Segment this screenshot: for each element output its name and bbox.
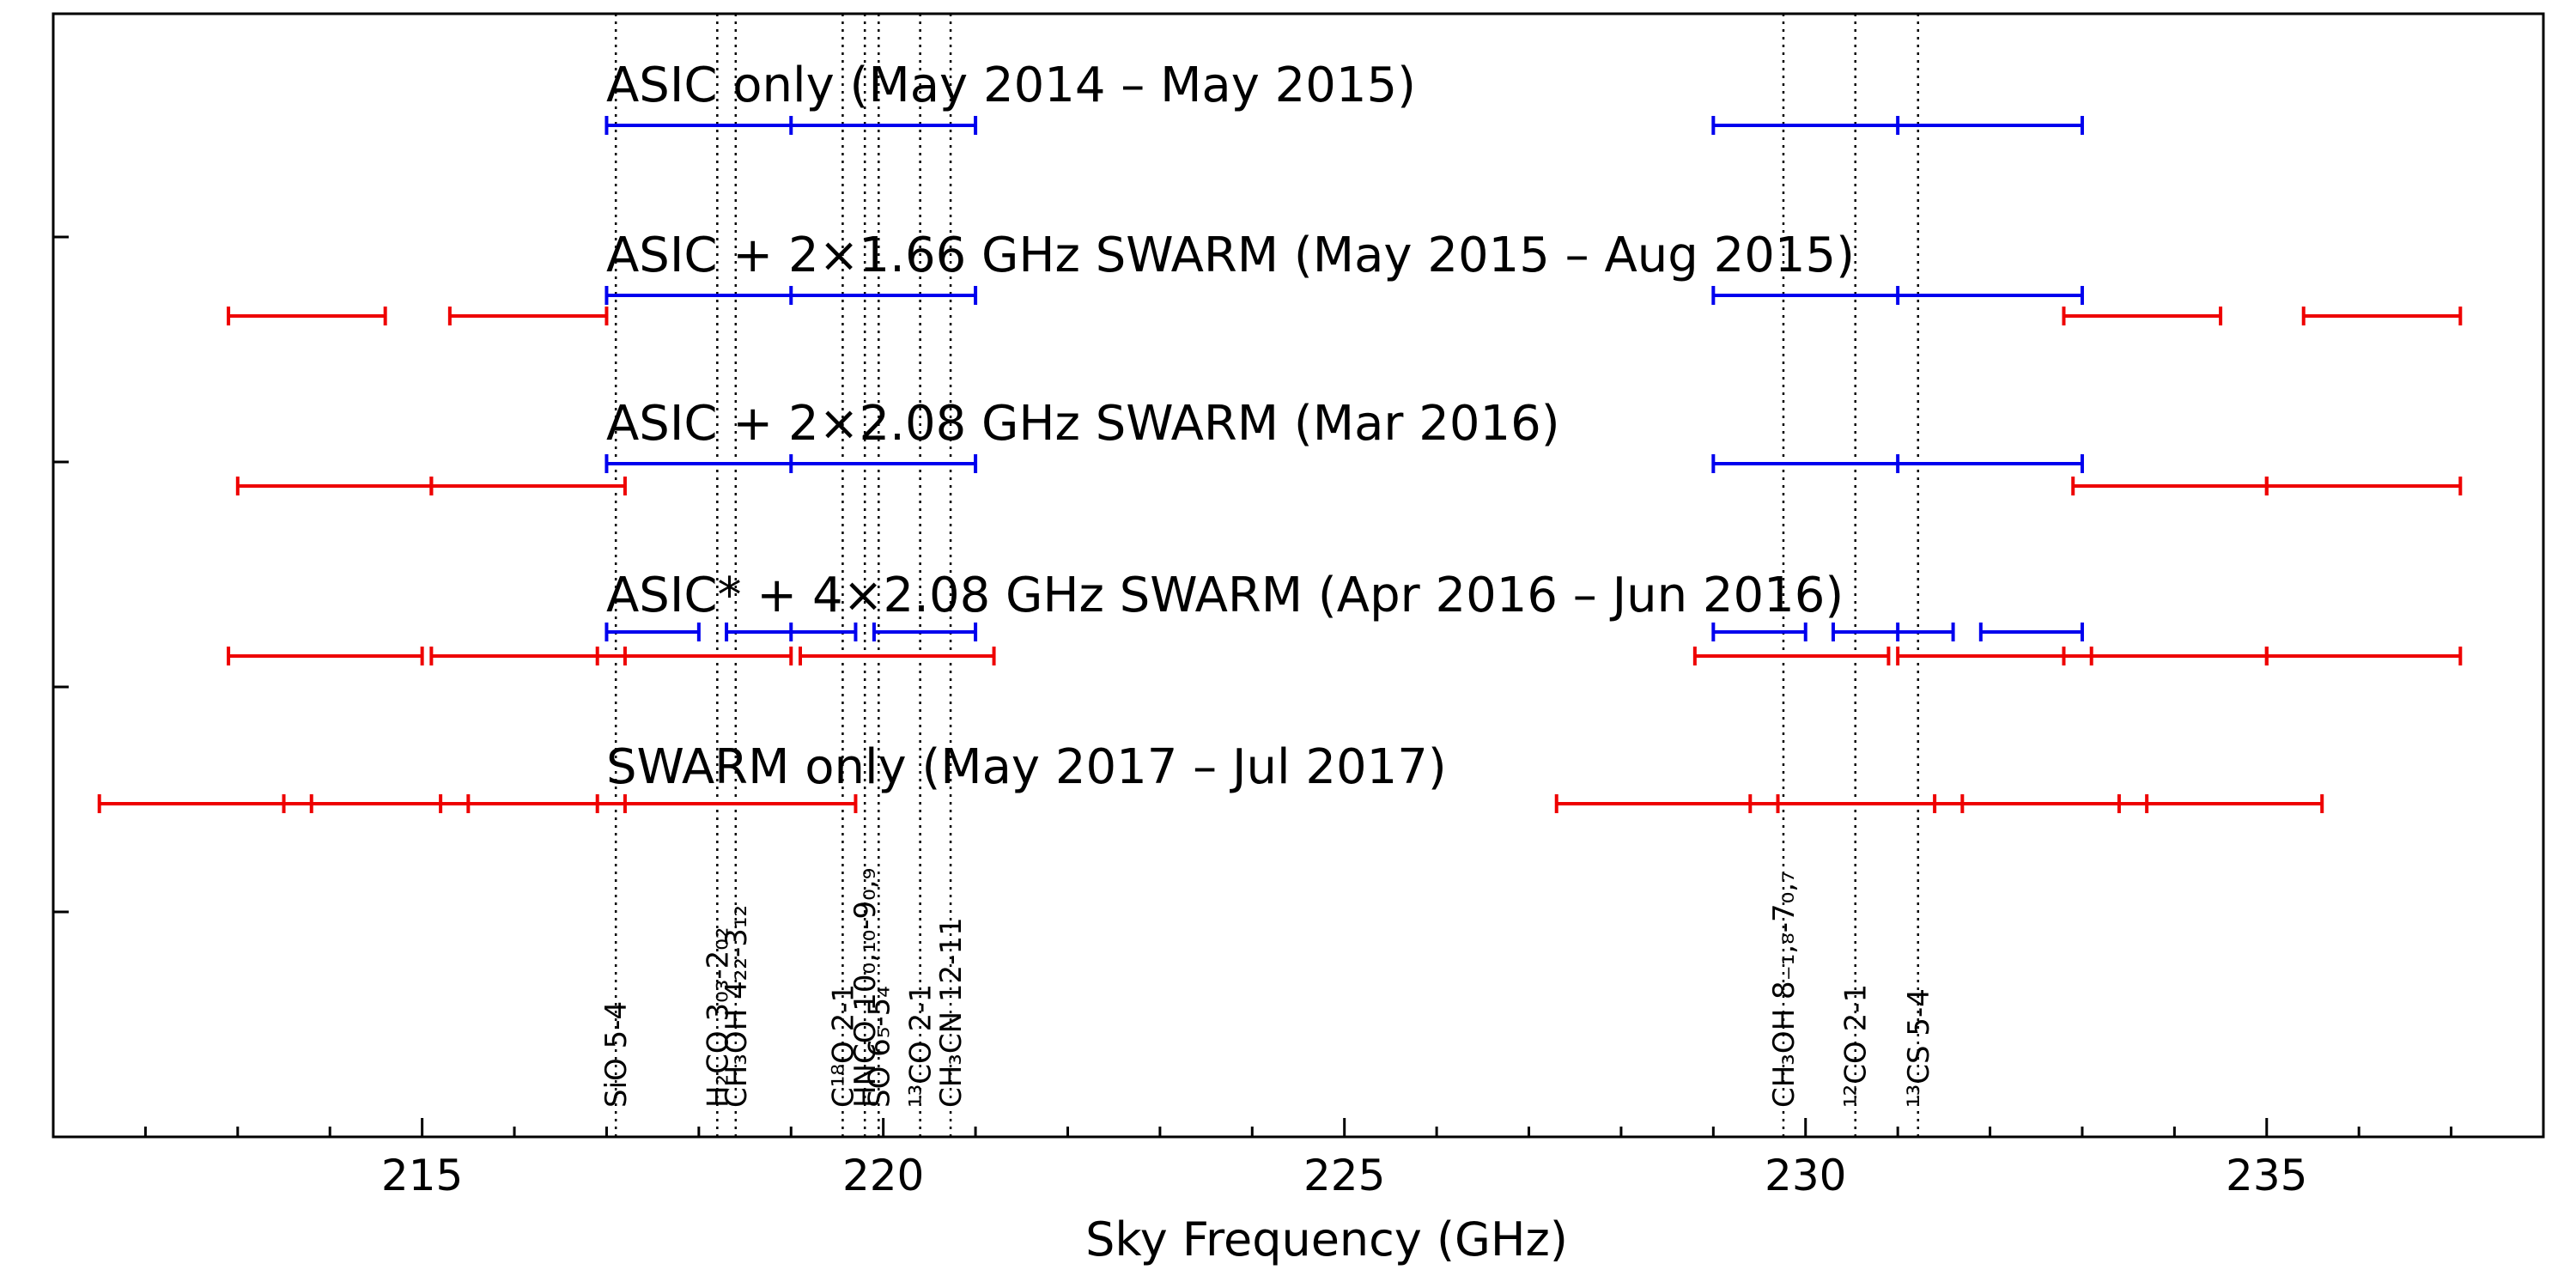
spectral-line-label: ¹²CO 2-1 [1839, 984, 1874, 1108]
configuration-label: ASIC only (May 2014 – May 2015) [606, 58, 1416, 113]
coverage-row: ASIC + 2×2.08 GHz SWARM (Mar 2016) [235, 396, 2463, 495]
x-tick-label: 225 [1303, 1151, 1385, 1200]
axis-ticks: 215 220 225 230 235 [52, 235, 2545, 1200]
spectral-line-label: C¹⁸O 2-1 [826, 984, 860, 1108]
x-tick-label: 230 [1765, 1151, 1846, 1200]
x-tick-label: 220 [842, 1151, 924, 1200]
plot-frame [52, 12, 2545, 1139]
spectral-line-label: SO 6₅-5₄ [862, 986, 896, 1108]
spectral-line-label: CH₃OH 4₂₂-3₁₂ [720, 905, 754, 1108]
spectral-line-label: CH₃OH 8₋₁,₈-7₀,₇ [1767, 871, 1801, 1108]
configuration-label: ASIC + 2×2.08 GHz SWARM (Mar 2016) [606, 396, 1560, 452]
configuration-label: ASIC + 2×1.66 GHz SWARM (May 2015 – Aug … [606, 228, 1855, 283]
spectral-line-label: ¹³CO 2-1 [904, 984, 939, 1108]
spectral-line-label: ¹³CS 5-4 [1902, 988, 1936, 1108]
coverage-row: ASIC only (May 2014 – May 2015) [605, 58, 2084, 135]
coverage-row: ASIC + 2×1.66 GHz SWARM (May 2015 – Aug … [227, 228, 2463, 325]
spectral-line-label: SiO 5-4 [599, 1001, 634, 1108]
spectral-line-label: HNCO 10₀,₁₀-9₀,₉ [848, 868, 883, 1108]
x-tick-label: 235 [2226, 1151, 2307, 1200]
coverage-rows: ASIC only (May 2014 – May 2015) ASIC + 2×… [97, 58, 2463, 813]
configuration-label: SWARM only (May 2017 – Jul 2017) [606, 739, 1447, 795]
x-axis-label: Sky Frequency (GHz) [1085, 1212, 1568, 1267]
spectral-line-label: CH₃CN 12-11 [934, 917, 969, 1108]
x-tick-label: 215 [381, 1151, 463, 1200]
spectral-line-label: H₂CO 3₀₃-2₀₂ [701, 927, 735, 1108]
configuration-label: ASIC* + 4×2.08 GHz SWARM (Apr 2016 – Jun… [606, 568, 1844, 623]
coverage-row: SWARM only (May 2017 – Jul 2017) [97, 739, 2324, 813]
coverage-row: ASIC* + 4×2.08 GHz SWARM (Apr 2016 – Jun… [227, 568, 2463, 665]
